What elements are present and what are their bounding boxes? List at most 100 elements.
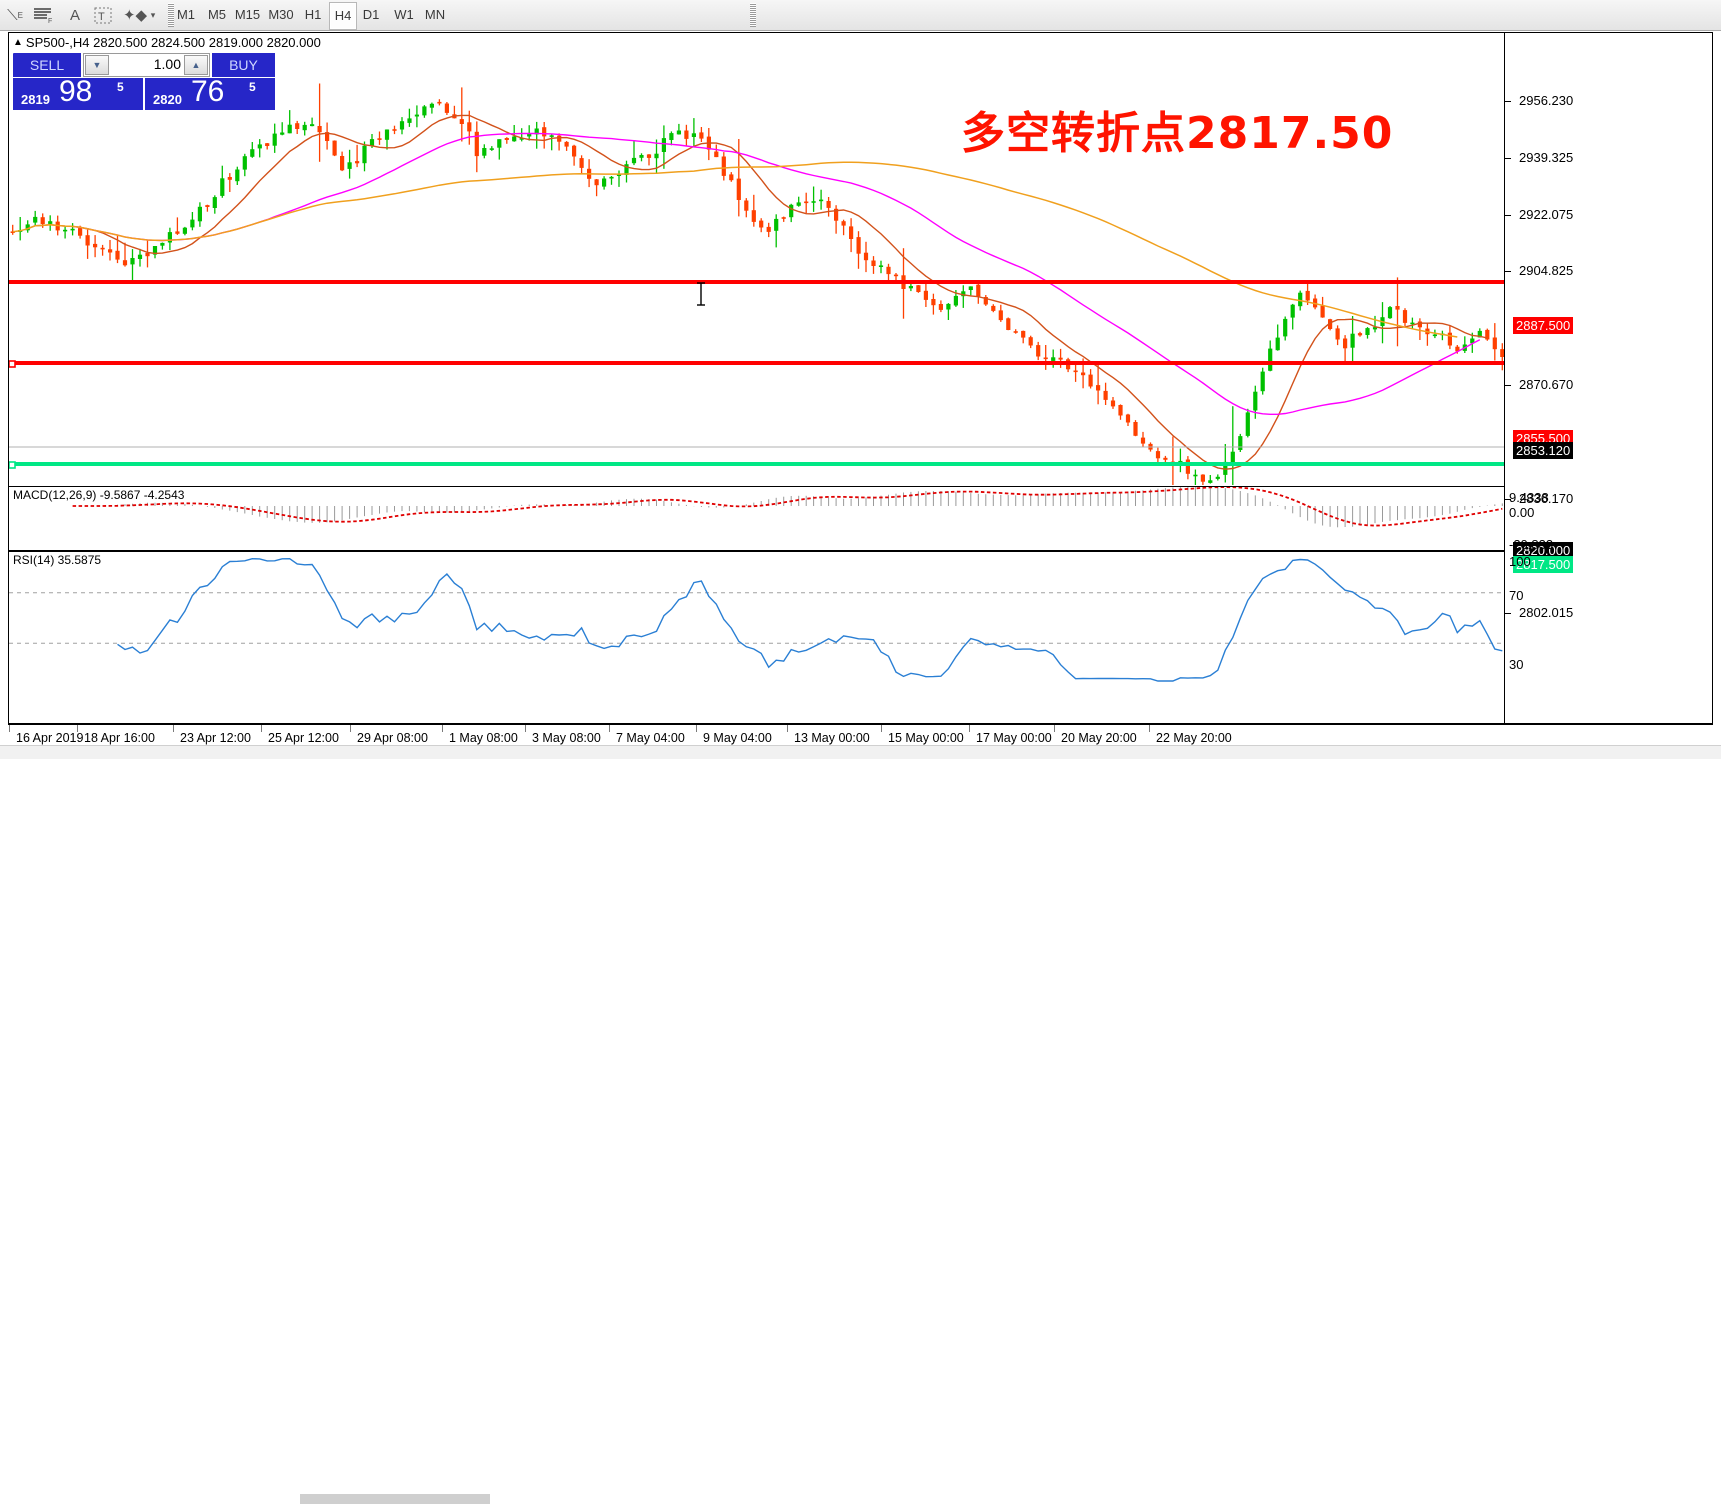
collapse-icon[interactable]: ▲ xyxy=(13,37,23,48)
time-axis-label: 16 Apr 2019 xyxy=(16,731,84,745)
time-axis-label: 18 Apr 16:00 xyxy=(84,731,155,745)
rsi-axis-label: 100 xyxy=(1509,554,1531,569)
scrollbar-track[interactable] xyxy=(0,745,1721,1504)
time-axis-separator xyxy=(442,725,443,732)
price-level-tag-2887-500[interactable]: 2887.500 xyxy=(1513,317,1574,334)
timeframe-m15[interactable]: M15 xyxy=(234,7,261,22)
periodicity-icon[interactable]: F xyxy=(30,3,56,27)
macd-label: MACD(12,26,9) -9.5867 -4.2543 xyxy=(13,488,185,502)
text-object-icon[interactable]: T xyxy=(90,3,116,27)
time-axis-separator xyxy=(525,725,526,732)
chart-header: ▲ SP500-,H4 2820.500 2824.500 2819.000 28… xyxy=(13,35,321,50)
toolbar: ⟍ E F A T ✦◆ ▾ M1 M5 M15 M30 H1 H4 D1 W1 MN xyxy=(0,0,1721,31)
candlestick-chart xyxy=(9,83,1504,485)
buy-price-main: 76 xyxy=(191,75,225,108)
sell-price-main: 98 xyxy=(59,75,93,108)
volume-increase-icon[interactable]: ▲ xyxy=(184,55,208,75)
timeframe-h4[interactable]: H4 xyxy=(329,2,357,30)
timeframe-d1[interactable]: D1 xyxy=(362,7,380,22)
rsi-axis-label: 70 xyxy=(1509,588,1524,603)
macd-chart xyxy=(72,487,1503,528)
timeframe-h1[interactable]: H1 xyxy=(304,7,322,22)
rsi-plot[interactable] xyxy=(9,552,1504,686)
rsi-label: RSI(14) 35.5875 xyxy=(13,553,102,567)
time-axis-label: 15 May 00:00 xyxy=(888,731,964,745)
price-plot[interactable] xyxy=(9,33,1504,485)
price-axis-tick xyxy=(1505,271,1511,272)
time-axis-label: 7 May 04:00 xyxy=(616,731,685,745)
price-level-tag-2820-000[interactable]: 2820.000 xyxy=(1513,542,1574,559)
chevron-down-icon[interactable]: ▾ xyxy=(150,9,156,20)
price-level-tag-2817-500[interactable]: 2817.500 xyxy=(1513,556,1574,573)
price-axis-label: 2939.325 xyxy=(1519,150,1574,165)
price-pane[interactable] xyxy=(9,33,1712,485)
timeframe-m30[interactable]: M30 xyxy=(268,7,294,22)
timeframe-w1[interactable]: W1 xyxy=(394,7,414,22)
timeframe-mn[interactable]: MN xyxy=(424,7,446,22)
trade-top-row: SELL ▼ 1.00 ▲ BUY xyxy=(13,53,275,77)
svg-text:F: F xyxy=(48,18,52,23)
macd-pane[interactable]: MACD(12,26,9) -9.5867 -4.2543 xyxy=(9,486,1712,551)
price-axis-tick xyxy=(1505,385,1511,386)
time-axis-separator xyxy=(696,725,697,732)
time-axis-label: 25 Apr 12:00 xyxy=(268,731,339,745)
time-axis-separator xyxy=(969,725,970,732)
macd-axis-label: 0.00 xyxy=(1509,505,1535,520)
time-axis-label: 29 Apr 08:00 xyxy=(357,731,428,745)
svg-text:T: T xyxy=(98,11,105,23)
price-axis-tick xyxy=(1505,158,1511,159)
templates-icon[interactable]: ✦◆ xyxy=(122,7,148,24)
time-axis-label: 1 May 08:00 xyxy=(449,731,518,745)
time-axis-label: 22 May 20:00 xyxy=(1156,731,1232,745)
price-axis-label: 2870.670 xyxy=(1519,377,1574,392)
price-axis-tick xyxy=(1505,499,1511,500)
price-axis-tick xyxy=(1505,101,1511,102)
volume-input[interactable]: 1.00 xyxy=(153,56,181,72)
buy-price-prefix: 2820 xyxy=(153,92,182,107)
volume-stepper[interactable]: ▼ 1.00 ▲ xyxy=(83,53,210,77)
indicators-icon[interactable]: ⟍ E xyxy=(7,6,23,24)
price-axis-tick xyxy=(1505,215,1511,216)
price-axis-label: 2836.170 xyxy=(1519,491,1574,506)
one-click-trade-panel[interactable]: SELL ▼ 1.00 ▲ BUY 2819 98 5 2820 76 5 xyxy=(13,53,275,110)
timeframe-m1[interactable]: M1 xyxy=(176,7,196,22)
time-axis-separator xyxy=(9,725,10,732)
time-axis-separator xyxy=(881,725,882,732)
macd-axis-label: -20.833 xyxy=(1509,537,1554,552)
price-axis-tick xyxy=(1505,613,1511,614)
text-label-icon[interactable]: A xyxy=(69,6,80,24)
chart-frame[interactable]: MACD(12,26,9) -9.5867 -4.2543 RSI(14) 35… xyxy=(8,32,1713,724)
price-axis-label: 2802.015 xyxy=(1519,605,1574,620)
macd-axis-label: 9.4338 xyxy=(1509,490,1549,505)
volume-decrease-icon[interactable]: ▼ xyxy=(85,55,109,75)
time-axis-label: 3 May 08:00 xyxy=(532,731,601,745)
buy-button[interactable]: BUY xyxy=(212,53,275,77)
sell-price-display[interactable]: 2819 98 5 xyxy=(13,75,143,110)
sell-button[interactable]: SELL xyxy=(13,53,81,77)
price-axis-label: 2956.230 xyxy=(1519,93,1574,108)
rsi-axis-label: 30 xyxy=(1509,657,1524,672)
time-axis-separator xyxy=(609,725,610,732)
toolbar-grip[interactable] xyxy=(168,3,174,27)
price-axis-label: 2922.075 xyxy=(1519,207,1574,222)
chart-annotation-text[interactable]: 多空转折点2817.50 xyxy=(961,108,1394,159)
sell-price-point: 5 xyxy=(117,80,124,94)
price-axis[interactable]: 2956.230 2939.325 2922.075 2904.825 2870.670… xyxy=(1504,33,1712,723)
timeframe-m5[interactable]: M5 xyxy=(207,7,227,22)
time-axis-separator xyxy=(1054,725,1055,732)
time-axis-separator xyxy=(173,725,174,732)
time-axis-label: 23 Apr 12:00 xyxy=(180,731,251,745)
scrollbar-thumb[interactable] xyxy=(300,1494,490,1504)
price-level-tag-2853-120[interactable]: 2853.120 xyxy=(1513,442,1574,459)
time-axis-separator xyxy=(787,725,788,732)
macd-plot[interactable] xyxy=(9,487,1504,550)
time-axis-separator xyxy=(261,725,262,732)
time-axis-label: 13 May 00:00 xyxy=(794,731,870,745)
buy-price-point: 5 xyxy=(249,80,256,94)
time-axis-separator xyxy=(350,725,351,732)
toolbar-grip-2[interactable] xyxy=(750,3,756,27)
chart-header-text: SP500-,H4 2820.500 2824.500 2819.000 282… xyxy=(25,35,321,50)
buy-price-display[interactable]: 2820 76 5 xyxy=(145,75,275,110)
rsi-pane[interactable]: RSI(14) 35.5875 xyxy=(9,551,1712,686)
rsi-chart xyxy=(9,557,1504,682)
